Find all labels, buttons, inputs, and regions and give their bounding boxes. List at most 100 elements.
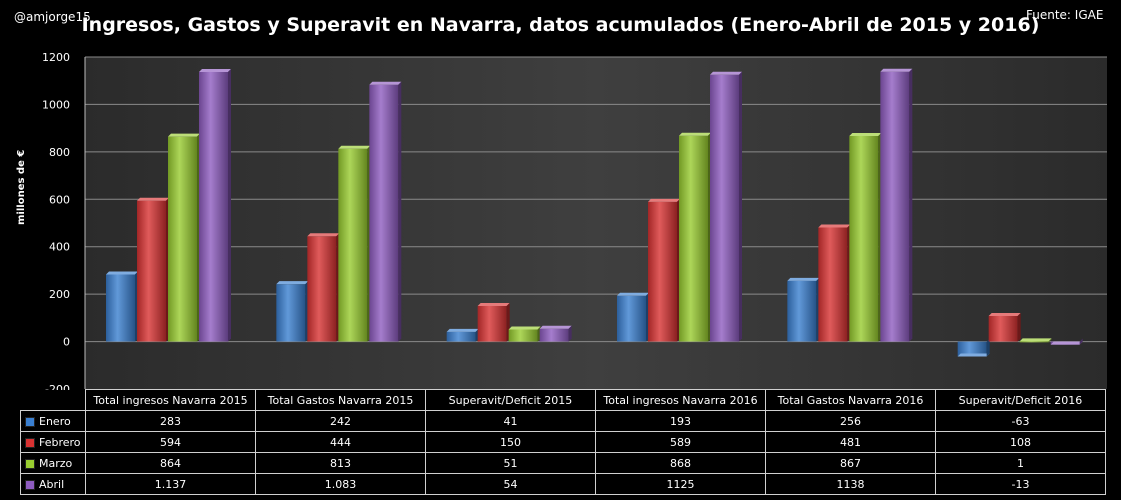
bar-enero-5 — [957, 338, 990, 357]
bar-side — [1017, 312, 1021, 342]
bar-febrero-0 — [137, 197, 169, 342]
bar-febrero-1 — [307, 233, 340, 342]
y-tick-label: 0 — [63, 336, 70, 349]
bar-body — [787, 280, 817, 342]
bar-abril-2 — [539, 325, 572, 342]
legend-swatch — [25, 437, 35, 448]
bar-side — [398, 81, 402, 342]
bar-body — [957, 341, 987, 357]
bar-side — [909, 68, 913, 342]
bar-abril-4 — [880, 68, 913, 342]
table-cell: 193 — [595, 410, 766, 432]
bar-body — [648, 201, 677, 342]
table-column-header: Superavit/Deficit 2015 — [425, 389, 596, 411]
bar-body — [880, 71, 910, 342]
table-cell: -13 — [935, 473, 1106, 495]
table-cell: 54 — [425, 473, 596, 495]
legend-label: Abril — [39, 477, 65, 491]
table-cell: 242 — [255, 410, 426, 432]
bar-cap — [988, 312, 1021, 316]
table-column-header: Superavit/Deficit 2016 — [935, 389, 1106, 411]
bar-cap — [276, 281, 309, 285]
y-tick-label: 1200 — [42, 51, 70, 64]
table-cell: 51 — [425, 452, 596, 474]
bar-body — [988, 315, 1018, 342]
table-cell: 594 — [85, 431, 256, 453]
bar-cap — [106, 271, 138, 275]
bar-body — [710, 74, 739, 342]
table-cell: 1.137 — [85, 473, 256, 495]
bar-body — [276, 284, 306, 342]
bar-body — [679, 135, 708, 342]
bar-cap — [137, 197, 169, 201]
bar-cap — [849, 132, 882, 136]
legend-label: Marzo — [39, 456, 73, 470]
bar-cap — [508, 326, 541, 330]
y-tick-label: 200 — [49, 288, 70, 301]
bar-cap — [1019, 338, 1052, 342]
table-cell: 1125 — [595, 473, 766, 495]
bar-cap — [199, 68, 231, 72]
chart-title: Ingresos, Gastos y Superavit en Navarra,… — [81, 14, 1040, 36]
bar-body — [137, 200, 166, 342]
legend-swatch — [25, 458, 35, 469]
table-cell: 1.083 — [255, 473, 426, 495]
bar-body — [617, 295, 646, 342]
table-cell: 589 — [595, 431, 766, 453]
bar-cap — [710, 71, 742, 75]
bar-abril-0 — [199, 68, 231, 342]
bar-cap — [679, 132, 711, 136]
table-cell: 867 — [765, 452, 936, 474]
bar-body — [168, 136, 197, 342]
table-header-row: Total ingresos Navarra 2015 Total Gastos … — [20, 389, 1106, 411]
legend-entry: Febrero — [20, 431, 86, 453]
author-handle: @amjorge15 — [14, 10, 91, 24]
bar-marzo-1 — [338, 145, 371, 342]
table-corner — [20, 389, 86, 411]
table-column-header: Total Gastos Navarra 2015 — [255, 389, 426, 411]
table-row: Abril 1.137 1.083 54 1125 1138 -13 — [20, 473, 1106, 495]
bar-side — [228, 68, 231, 342]
bar-enero-2 — [446, 328, 479, 342]
bar-body — [307, 236, 337, 342]
bar-side — [568, 325, 572, 342]
legend-entry: Enero — [20, 410, 86, 432]
y-tick-label: 800 — [49, 146, 70, 159]
bar-cap — [168, 133, 200, 137]
bar-side — [1048, 338, 1052, 343]
bar-marzo-5 — [1019, 338, 1052, 343]
table-cell: 813 — [255, 452, 426, 474]
bar-febrero-4 — [818, 224, 851, 342]
bar-abril-1 — [369, 81, 402, 342]
bar-body — [106, 274, 135, 342]
bar-body — [477, 306, 507, 342]
bar-febrero-2 — [477, 303, 510, 342]
table-row: Enero 283 242 41 193 256 -63 — [20, 410, 1106, 432]
table-column-header: Total Gastos Navarra 2016 — [765, 389, 936, 411]
bar-enero-0 — [106, 271, 138, 342]
bar-body — [818, 227, 848, 342]
table-cell: 868 — [595, 452, 766, 474]
bar-cap — [787, 277, 820, 281]
y-tick-label: -200 — [45, 383, 70, 390]
table-cell: 256 — [765, 410, 936, 432]
bar-cap — [648, 198, 680, 202]
legend-entry: Marzo — [20, 452, 86, 474]
table-cell: -63 — [935, 410, 1106, 432]
bar-marzo-4 — [849, 132, 882, 342]
bar-cap — [1050, 341, 1083, 345]
bar-body — [508, 329, 538, 342]
table-cell: 1 — [935, 452, 1106, 474]
table-cell: 283 — [85, 410, 256, 432]
table-cell: 108 — [935, 431, 1106, 453]
legend-entry: Abril — [20, 473, 86, 495]
bar-body — [849, 135, 879, 342]
bar-cap — [477, 303, 510, 306]
legend-swatch — [25, 479, 35, 490]
bar-cap — [338, 145, 371, 149]
table-cell: 1138 — [765, 473, 936, 495]
bar-side — [1079, 338, 1083, 345]
legend-swatch — [25, 416, 35, 427]
bar-febrero-5 — [988, 312, 1021, 342]
bar-marzo-0 — [168, 133, 200, 342]
